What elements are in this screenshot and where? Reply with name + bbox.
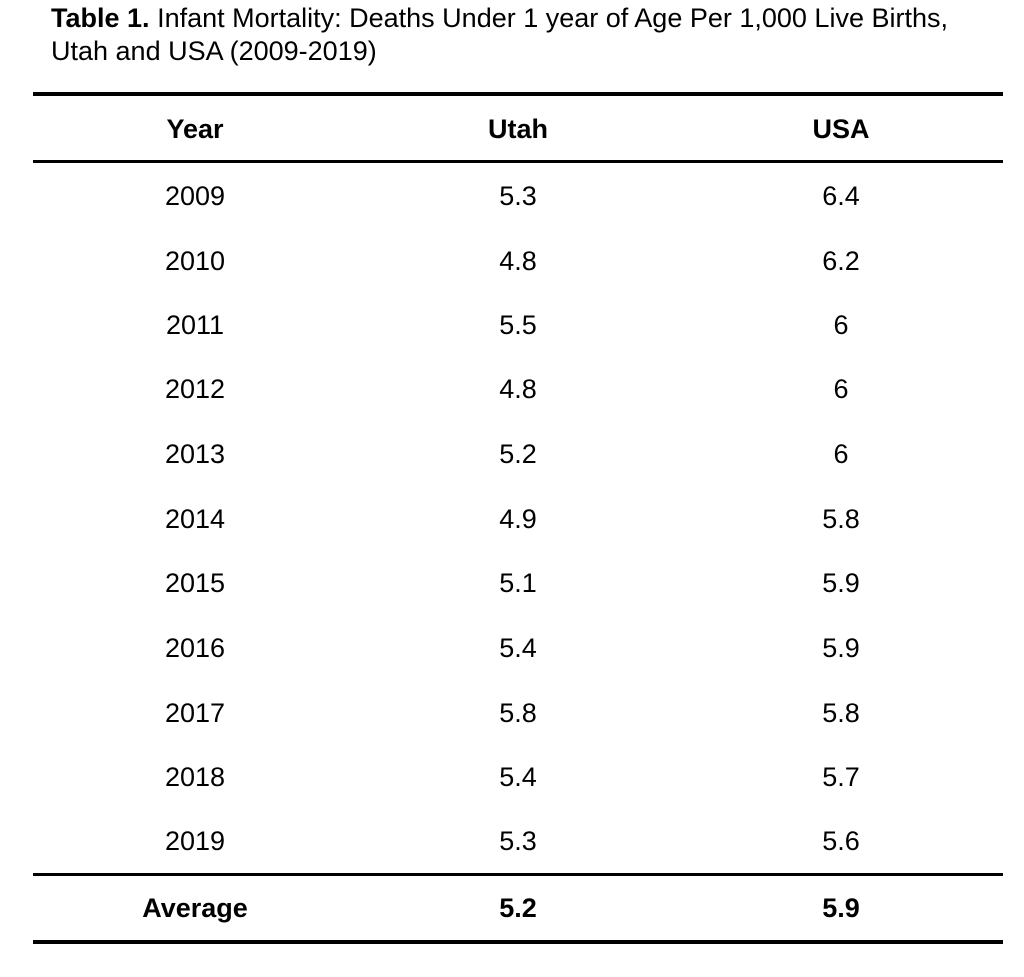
table-bottom-rule: [33, 940, 1003, 944]
table-header-rule: [33, 160, 1003, 163]
year-cell: 2014: [164, 503, 226, 534]
column-header-usa: USA: [812, 113, 870, 144]
usa-value-cell: 6: [833, 373, 849, 404]
utah-value-cell: 4.8: [499, 373, 537, 404]
year-cell: 2015: [164, 567, 226, 598]
utah-value-cell: 5.8: [499, 697, 537, 728]
year-cell: 2009: [164, 180, 226, 211]
usa-average-cell: 5.9: [822, 893, 860, 923]
column-header-year: Year: [166, 113, 224, 144]
year-cell: 2012: [164, 373, 226, 404]
table-caption-label: Table 1.: [51, 3, 150, 33]
year-cell: 2010: [164, 245, 226, 276]
year-cell: 2016: [164, 632, 226, 663]
usa-value-cell: 5.8: [822, 503, 860, 534]
utah-value-cell: 5.3: [499, 180, 537, 211]
table-footer-row: Average 5.2 5.9: [33, 877, 1003, 940]
table-caption: Table 1. Infant Mortality: Deaths Under …: [51, 2, 1011, 68]
table-top-rule: [33, 92, 1003, 96]
table-caption-text: Infant Mortality: Deaths Under 1 year of…: [51, 3, 948, 66]
table-row: 2015 5.1 5.9: [33, 551, 1003, 615]
table-row: 2017 5.8 5.8: [33, 681, 1003, 745]
utah-value-cell: 5.1: [499, 567, 537, 598]
table-row: 2012 4.8 6: [33, 357, 1003, 421]
usa-value-cell: 6.4: [822, 180, 860, 211]
usa-value-cell: 5.9: [822, 567, 860, 598]
usa-value-cell: 6: [833, 309, 849, 340]
year-cell: 2018: [164, 761, 226, 792]
utah-value-cell: 5.4: [499, 761, 537, 792]
table-row: 2013 5.2 6: [33, 422, 1003, 486]
table-row: 2018 5.4 5.7: [33, 745, 1003, 809]
average-label-cell: Average: [142, 893, 248, 923]
usa-value-cell: 5.6: [822, 825, 860, 856]
usa-value-cell: 5.7: [822, 761, 860, 792]
column-header-utah: Utah: [488, 113, 548, 144]
table-row: 2010 4.8 6.2: [33, 229, 1003, 293]
utah-value-cell: 4.8: [499, 245, 537, 276]
table-row: 2016 5.4 5.9: [33, 616, 1003, 680]
usa-value-cell: 5.9: [822, 632, 860, 663]
year-cell: 2019: [164, 825, 226, 856]
utah-average-cell: 5.2: [499, 893, 537, 923]
utah-value-cell: 5.2: [499, 438, 537, 469]
usa-value-cell: 6.2: [822, 245, 860, 276]
table-row: 2019 5.3 5.6: [33, 809, 1003, 873]
usa-value-cell: 6: [833, 438, 849, 469]
table-row: 2014 4.9 5.8: [33, 487, 1003, 551]
year-cell: 2013: [164, 438, 226, 469]
utah-value-cell: 5.3: [499, 825, 537, 856]
table-footer-rule: [33, 873, 1003, 876]
year-cell: 2017: [164, 697, 226, 728]
utah-value-cell: 4.9: [499, 503, 537, 534]
usa-value-cell: 5.8: [822, 697, 860, 728]
table-row: 2009 5.3 6.4: [33, 164, 1003, 228]
table-row: 2011 5.5 6: [33, 293, 1003, 357]
utah-value-cell: 5.4: [499, 632, 537, 663]
table-header-row: Year Utah USA: [33, 97, 1003, 161]
utah-value-cell: 5.5: [499, 309, 537, 340]
year-cell: 2011: [165, 309, 225, 340]
